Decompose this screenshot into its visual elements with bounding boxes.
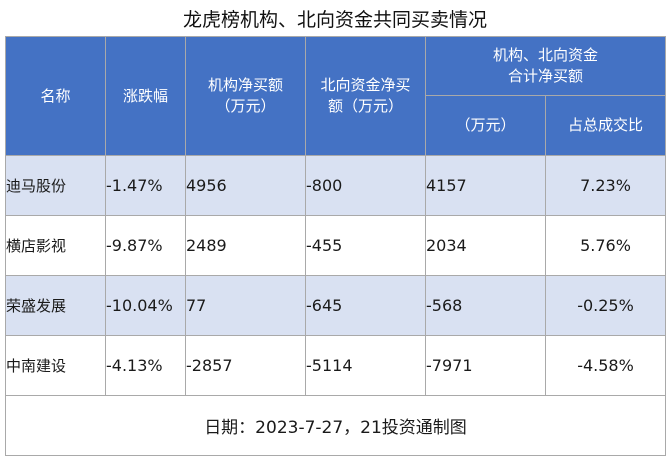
cell-change: -9.87% [105,215,186,276]
cell-name: 荣盛发展 [5,275,106,336]
header-institution-net-buy: 机构净买额 （万元） [185,36,306,156]
header-name: 名称 [5,36,106,156]
cell-name: 中南建设 [5,335,106,396]
cell-total: 4157 [425,155,546,216]
cell-institution: 4956 [185,155,306,216]
cell-change: -4.13% [105,335,186,396]
cell-northbound: -645 [305,275,426,336]
header-combined-net-buy: 机构、北向资金 合计净买额 [424,36,667,96]
table-row: 迪马股份 -1.47% 4956 -800 4157 7.23% [5,155,667,216]
trading-table: 名称 涨跌幅 机构净买额 （万元） 北向资金净买 额（万元） 机构、北向资金 合… [4,36,667,456]
header-combined-amount: （万元） [425,95,546,156]
cell-ratio: -0.25% [544,275,667,336]
cell-ratio: 7.23% [544,155,667,216]
cell-name: 迪马股份 [5,155,106,216]
cell-change: -10.04% [105,275,186,336]
cell-total: -7971 [425,335,546,396]
cell-ratio: 5.76% [544,215,667,276]
cell-total: -568 [425,275,546,336]
cell-institution: 2489 [185,215,306,276]
header-combined-ratio: 占总成交比 [544,95,667,156]
table-row: 荣盛发展 -10.04% 77 -645 -568 -0.25% [5,275,667,336]
cell-change: -1.47% [105,155,186,216]
cell-total: 2034 [425,215,546,276]
cell-northbound: -5114 [305,335,426,396]
footer-caption: 日期：2023-7-27，21投资通制图 [4,395,667,456]
header-change: 涨跌幅 [105,36,186,156]
table-title: 龙虎榜机构、北向资金共同买卖情况 [182,9,487,31]
header-northbound-net-buy: 北向资金净买 额（万元） [305,36,426,156]
cell-ratio: -4.58% [544,335,667,396]
cell-northbound: -455 [305,215,426,276]
footer-row: 日期：2023-7-27，21投资通制图 [4,395,667,456]
cell-institution: 77 [185,275,306,336]
table-row: 横店影视 -9.87% 2489 -455 2034 5.76% [5,215,667,276]
table-row: 中南建设 -4.13% -2857 -5114 -7971 -4.58% [5,335,667,396]
cell-institution: -2857 [185,335,306,396]
cell-northbound: -800 [305,155,426,216]
cell-name: 横店影视 [5,215,106,276]
